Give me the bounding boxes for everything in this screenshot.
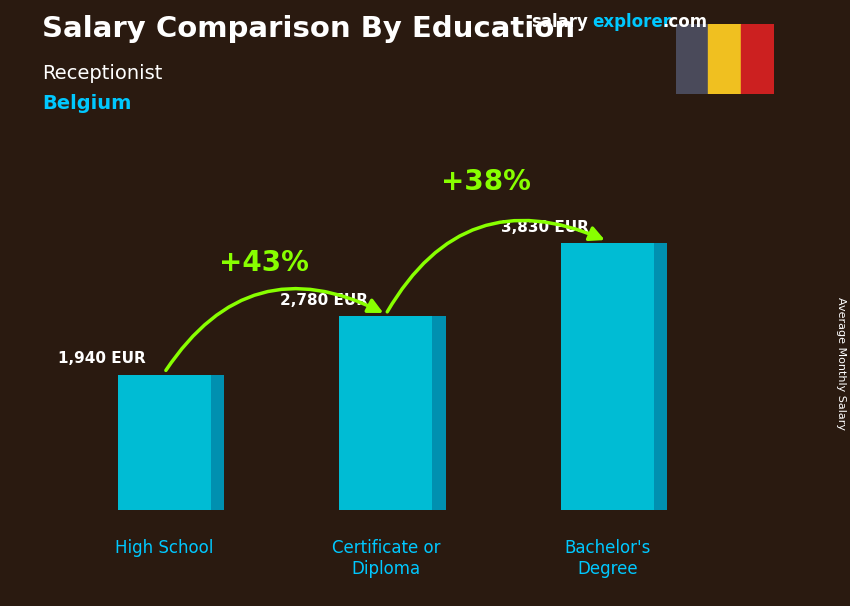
Bar: [561, 243, 654, 510]
Text: 3,830 EUR: 3,830 EUR: [502, 220, 589, 235]
Text: salary: salary: [531, 13, 588, 32]
Bar: [118, 375, 211, 510]
Bar: [676, 24, 708, 94]
Text: High School: High School: [115, 539, 213, 557]
Text: Belgium: Belgium: [42, 94, 132, 113]
Polygon shape: [654, 243, 667, 510]
Polygon shape: [211, 375, 224, 510]
Text: Receptionist: Receptionist: [42, 64, 163, 82]
Text: .com: .com: [662, 13, 707, 32]
Text: +38%: +38%: [440, 168, 530, 196]
Bar: [741, 24, 774, 94]
Text: 2,780 EUR: 2,780 EUR: [280, 293, 368, 308]
Bar: [708, 24, 741, 94]
Text: 1,940 EUR: 1,940 EUR: [59, 351, 146, 367]
Text: Salary Comparison By Education: Salary Comparison By Education: [42, 15, 575, 43]
Text: +43%: +43%: [219, 248, 309, 277]
Text: Average Monthly Salary: Average Monthly Salary: [836, 297, 846, 430]
Bar: [339, 316, 433, 510]
Text: Bachelor's
Degree: Bachelor's Degree: [564, 539, 650, 578]
Text: explorer: explorer: [592, 13, 672, 32]
Text: Certificate or
Diploma: Certificate or Diploma: [332, 539, 440, 578]
Polygon shape: [433, 316, 445, 510]
